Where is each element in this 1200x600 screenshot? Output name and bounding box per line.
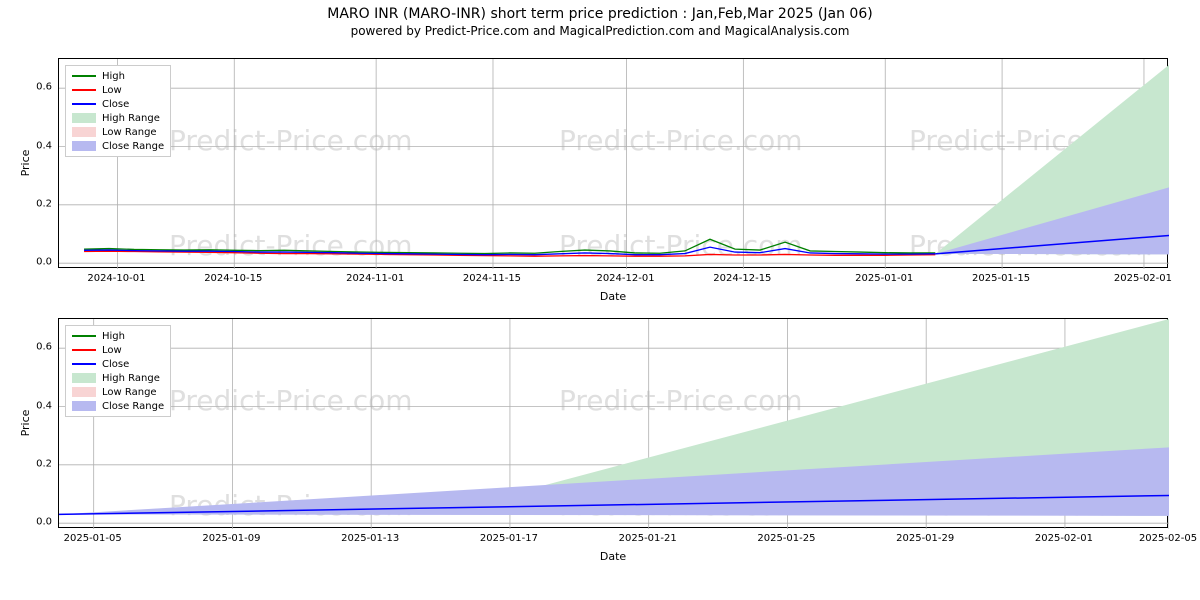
- legend-line-swatch: [72, 103, 96, 105]
- x-tick-label: 2025-01-21: [619, 533, 677, 544]
- legend-label: Close: [102, 359, 129, 370]
- legend-patch-swatch: [72, 113, 96, 123]
- x-axis-label: Date: [600, 550, 626, 563]
- x-tick-label: 2025-01-17: [480, 533, 538, 544]
- x-tick-label: 2024-12-15: [713, 273, 771, 284]
- legend-item: Close: [72, 357, 164, 371]
- x-tick-label: 2024-12-01: [596, 273, 654, 284]
- x-tick-label: 2024-11-15: [463, 273, 521, 284]
- legend-patch-swatch: [72, 127, 96, 137]
- y-tick-label: 0.0: [36, 257, 52, 268]
- y-tick-label: 0.6: [36, 82, 52, 93]
- plot-area-top: Predict-Price.com Predict-Price.com Pred…: [58, 58, 1168, 268]
- legend-line-swatch: [72, 349, 96, 351]
- legend-patch-swatch: [72, 373, 96, 383]
- plot-area-bottom: Predict-Price.com Predict-Price.com Pred…: [58, 318, 1168, 528]
- legend-label: Low Range: [102, 387, 157, 398]
- legend-line-swatch: [72, 335, 96, 337]
- legend-item: Close Range: [72, 399, 164, 413]
- x-tick-label: 2024-11-01: [346, 273, 404, 284]
- x-tick-label: 2025-01-13: [341, 533, 399, 544]
- chart-svg-bottom: [59, 319, 1169, 529]
- legend-label: High: [102, 71, 125, 82]
- legend-label: Low: [102, 85, 122, 96]
- y-tick-label: 0.6: [36, 342, 52, 353]
- x-axis-label: Date: [600, 290, 626, 303]
- x-tick-label: 2024-10-01: [87, 273, 145, 284]
- y-axis-label: Price: [19, 410, 32, 437]
- legend-item: Low Range: [72, 125, 164, 139]
- legend-line-swatch: [72, 89, 96, 91]
- legend-item: High: [72, 329, 164, 343]
- x-tick-label: 2025-02-01: [1114, 273, 1172, 284]
- legend-label: Close: [102, 99, 129, 110]
- legend-item: High: [72, 69, 164, 83]
- x-tick-label: 2025-01-15: [972, 273, 1030, 284]
- legend-item: Close: [72, 97, 164, 111]
- legend-patch-swatch: [72, 401, 96, 411]
- legend-item: Low: [72, 83, 164, 97]
- legend-item: Low: [72, 343, 164, 357]
- y-tick-label: 0.2: [36, 198, 52, 209]
- chart-title: MARO INR (MARO-INR) short term price pre…: [0, 6, 1200, 22]
- legend-item: High Range: [72, 111, 164, 125]
- legend-label: High: [102, 331, 125, 342]
- legend-label: Close Range: [102, 141, 164, 152]
- legend-label: Low: [102, 345, 122, 356]
- chart-panel-top: Predict-Price.com Predict-Price.com Pred…: [58, 58, 1168, 268]
- x-tick-label: 2025-01-25: [757, 533, 815, 544]
- x-tick-label: 2025-02-05: [1139, 533, 1197, 544]
- legend-line-swatch: [72, 75, 96, 77]
- legend-item: Low Range: [72, 385, 164, 399]
- legend-top: High Low Close High Range Low Range Close Ran…: [65, 65, 171, 157]
- legend-label: High Range: [102, 373, 160, 384]
- legend-bottom: High Low Close High Range Low Range Close Ran…: [65, 325, 171, 417]
- x-tick-label: 2025-01-05: [64, 533, 122, 544]
- x-tick-label: 2025-01-09: [202, 533, 260, 544]
- x-tick-label: 2025-02-01: [1035, 533, 1093, 544]
- x-tick-label: 2025-01-01: [855, 273, 913, 284]
- x-tick-label: 2025-01-29: [896, 533, 954, 544]
- legend-item: Close Range: [72, 139, 164, 153]
- legend-item: High Range: [72, 371, 164, 385]
- y-tick-label: 0.4: [36, 140, 52, 151]
- legend-line-swatch: [72, 363, 96, 365]
- legend-label: Close Range: [102, 401, 164, 412]
- title-block: MARO INR (MARO-INR) short term price pre…: [0, 0, 1200, 38]
- legend-label: Low Range: [102, 127, 157, 138]
- chart-panel-bottom: Predict-Price.com Predict-Price.com Pred…: [58, 318, 1168, 528]
- x-tick-label: 2024-10-15: [204, 273, 262, 284]
- legend-label: High Range: [102, 113, 160, 124]
- y-axis-label: Price: [19, 150, 32, 177]
- legend-patch-swatch: [72, 141, 96, 151]
- chart-svg-top: [59, 59, 1169, 269]
- y-tick-label: 0.2: [36, 458, 52, 469]
- y-tick-label: 0.4: [36, 400, 52, 411]
- chart-subtitle: powered by Predict-Price.com and Magical…: [0, 24, 1200, 38]
- legend-patch-swatch: [72, 387, 96, 397]
- y-tick-label: 0.0: [36, 517, 52, 528]
